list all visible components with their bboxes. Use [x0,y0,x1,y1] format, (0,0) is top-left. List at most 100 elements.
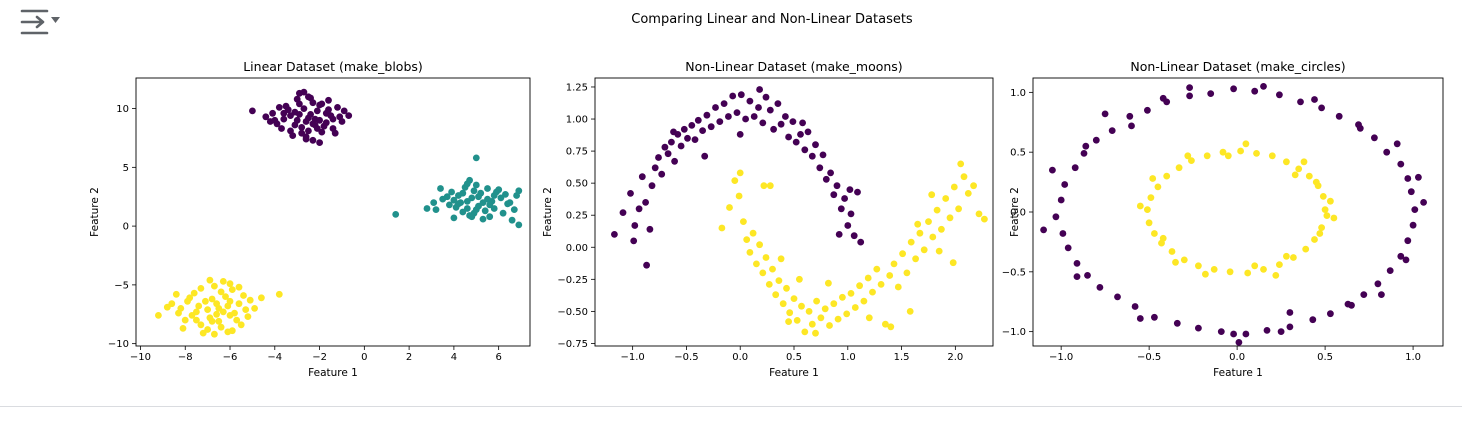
data-point [1268,152,1276,160]
data-point [630,237,638,245]
data-point [731,177,739,185]
data-point [437,185,444,192]
scatter-points [611,86,988,337]
data-point [1101,110,1109,118]
data-point [1272,272,1280,279]
data-point [1040,226,1047,234]
y-tick-label: 0 [123,222,129,233]
data-point [275,290,283,298]
x-tick-label: 4 [451,352,457,363]
y-tick-label: −0.50 [557,307,588,318]
data-point [701,152,709,160]
data-point [222,293,229,300]
data-point [1378,291,1385,298]
data-point [446,201,453,209]
data-point [733,109,741,116]
data-point [1235,339,1243,346]
data-point [307,111,314,118]
data-point [793,317,801,324]
data-point [816,164,824,172]
data-point [860,297,868,305]
data-point [296,89,303,97]
data-point [1188,157,1195,165]
data-point [1217,328,1225,335]
y-axis-label: Feature 2 [542,187,554,237]
data-point [1126,112,1134,120]
data-point [1251,87,1259,95]
data-point [726,204,733,211]
data-point [1064,244,1072,252]
y-tick-label: −0.75 [557,339,588,350]
axes-frame [135,77,531,347]
data-point [762,254,770,261]
data-point [1295,165,1303,173]
data-point [611,231,618,238]
x-tick-label: −4 [267,352,282,363]
data-point [790,295,798,302]
output-collapse-icon [20,9,60,35]
data-point [801,328,809,336]
data-point [960,173,968,181]
data-point [305,93,312,101]
data-point [677,142,685,150]
data-point [903,269,911,277]
data-point [213,300,221,308]
data-point [688,122,696,129]
data-point [443,193,451,201]
data-point [1136,202,1144,210]
x-axis-label: Feature 1 [1213,367,1263,379]
data-point [1360,291,1368,298]
data-point [345,112,353,119]
data-point [506,199,514,207]
data-point [228,286,236,293]
data-point [671,157,678,165]
output-collapse-button[interactable] [18,4,62,40]
y-tick-label: 5 [123,163,129,174]
data-point [1290,254,1297,261]
data-point [789,118,797,125]
data-point [215,317,223,325]
data-point [707,123,715,131]
data-point [1071,164,1079,172]
data-point [1283,158,1290,166]
data-point [938,225,945,233]
axes-frame [594,77,994,347]
data-point [839,293,846,301]
x-tick-label: −2 [312,352,327,363]
data-point [750,113,758,120]
data-point [782,113,789,120]
x-tick-label: −10 [130,352,151,363]
data-point [783,284,790,292]
data-point [472,206,480,214]
data-point [1226,268,1234,276]
data-point [1073,260,1081,267]
data-point [1207,90,1215,97]
x-tick-label: 0.5 [786,352,802,363]
data-point [1276,261,1283,268]
data-point [766,106,774,114]
data-point [278,125,285,132]
data-point [826,322,833,329]
data-point [1311,96,1318,103]
data-point [753,260,760,268]
data-point [844,222,852,229]
data-point [486,201,494,209]
data-point [846,186,854,194]
data-point [1203,152,1211,160]
data-point [195,302,203,310]
data-point [1230,85,1237,93]
data-point [854,188,861,196]
data-point [833,182,841,190]
data-point [313,125,321,132]
data-point [510,206,518,214]
data-point [805,308,813,315]
data-point [450,214,458,222]
x-tick-label: 0 [361,352,367,363]
axes-frame [1032,77,1444,347]
data-point [648,182,656,190]
data-point [760,182,768,190]
notebook-output-cell: Comparing Linear and Non-Linear Datasets… [0,4,1462,407]
data-point [769,265,776,273]
data-point [856,282,863,290]
data-point [1260,266,1267,273]
